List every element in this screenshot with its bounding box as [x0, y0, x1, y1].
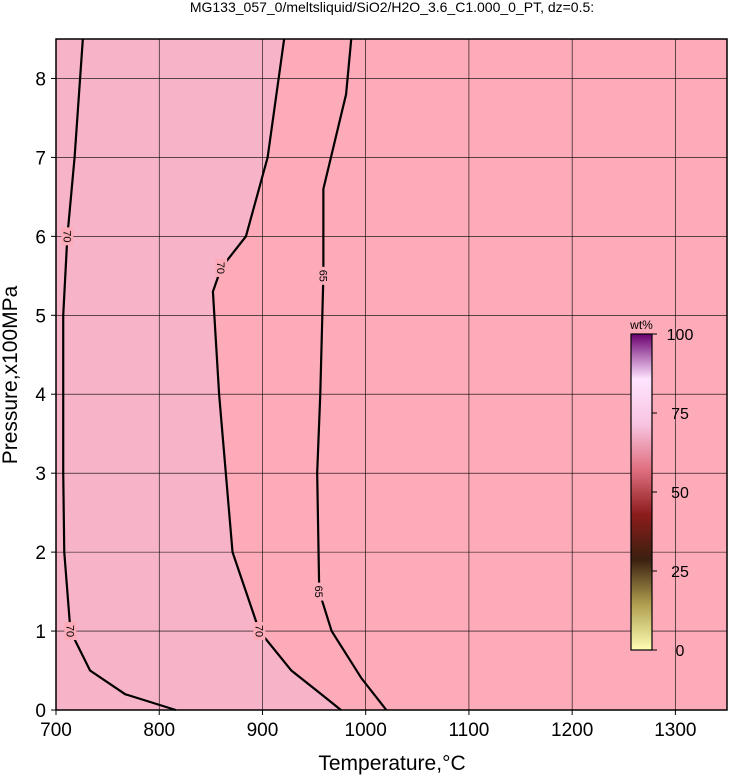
y-tick-label: 3 [35, 464, 46, 485]
contour-line [62, 38, 177, 712]
inner-region [56, 39, 341, 710]
plot-frame [55, 38, 728, 711]
colorbar-tick-label: 100 [667, 327, 694, 344]
y-tick-label: 4 [35, 385, 46, 406]
y-tick-label: 8 [35, 69, 46, 90]
y-tick-label: 0 [35, 701, 46, 722]
x-tick-label: 1100 [448, 720, 489, 741]
y-tick-label: 5 [35, 306, 46, 327]
colorbar-tick-label: 75 [671, 406, 689, 423]
contour-label: 65 [312, 585, 324, 597]
colorbar [630, 333, 653, 651]
x-tick-label: 1300 [654, 720, 696, 741]
x-tick-label: 700 [40, 720, 72, 741]
x-tick-label: 1000 [345, 720, 387, 741]
contour-label-bg [61, 227, 74, 246]
contour-label-bg [313, 582, 326, 601]
y-tick-label: 1 [35, 622, 46, 643]
contour-label: 70 [60, 230, 72, 242]
colorbar-tick-label: 50 [671, 485, 689, 502]
y-tick-label: 2 [35, 543, 46, 564]
contour-label: 70 [63, 625, 75, 637]
colorbar-tick-label: 25 [671, 564, 689, 581]
x-axis-label: Temperature,°C [318, 752, 465, 775]
contour-label: 65 [316, 270, 328, 282]
x-tick-label: 1200 [551, 720, 593, 741]
x-tick-label: 800 [143, 720, 175, 741]
y-axis-label: Pressure,x100MPa [0, 285, 22, 464]
contour-label: 70 [214, 262, 226, 274]
contour-line [211, 38, 342, 711]
colorbar-label: wt% [629, 318, 653, 332]
x-tick-label: 900 [247, 720, 279, 741]
y-tick-label: 6 [35, 227, 46, 248]
contour-label-bg [253, 622, 266, 641]
chart-title: MG133_057_0/meltsliquid/SiO2/H2O_3.6_C1.… [190, 0, 594, 15]
contour-label-bg [215, 258, 228, 277]
contour-label: 70 [252, 625, 264, 637]
y-tick-label: 7 [35, 148, 46, 169]
contour-label-bg [64, 622, 77, 641]
colorbar-tick-label: 0 [676, 643, 685, 660]
contour-label-bg [317, 266, 330, 285]
contour-line [316, 38, 388, 711]
